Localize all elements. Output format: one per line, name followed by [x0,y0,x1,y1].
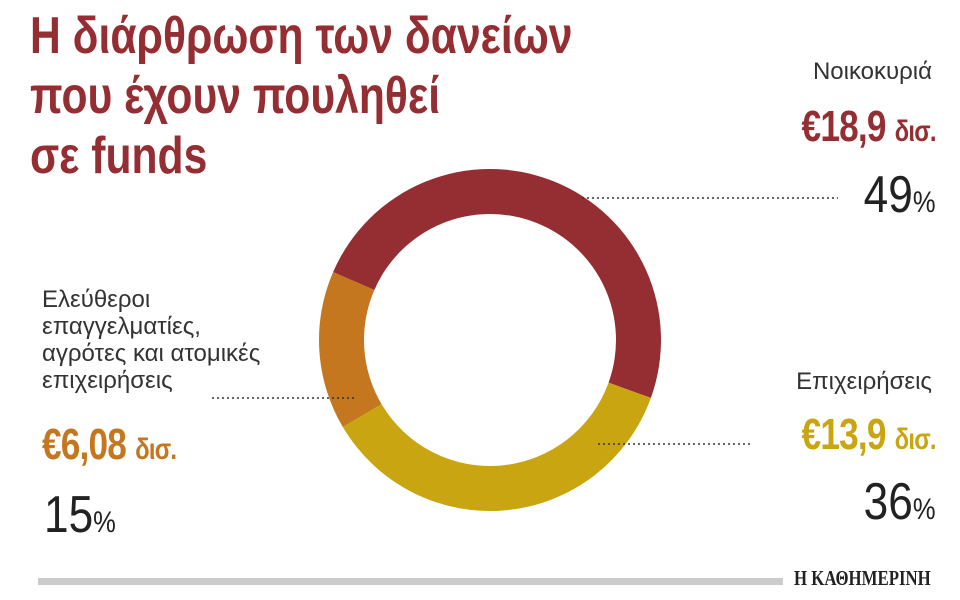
title-line: Η διάρθρωση των δανείων [30,7,573,65]
value-label-households: €18,9 δισ. [801,102,937,151]
percent-label-households: 49% [864,166,936,224]
value-label-freelancers: €6,08 δισ. [42,420,177,469]
label-line: επιχειρήσεις [42,367,173,394]
label-line: επαγγελματίες, [42,313,201,340]
label-line: αγρότες και ατομικές [42,340,261,367]
donut-slice-freelancers [319,272,382,428]
footer-divider [38,578,783,585]
label-line: Ελεύθεροι [42,286,151,313]
value-label-businesses: €13,9 δισ. [801,410,937,459]
donut-slice-businesses [342,382,651,511]
chart-title: Η διάρθρωση των δανείων που έχουν πουληθ… [30,6,572,186]
percent-label-freelancers: 15% [44,486,116,544]
slice-label-businesses: Επιχειρήσεις [796,368,932,395]
publisher-logo: Η ΚΑΘΗΜΕΡΙΝΗ [794,566,931,590]
donut-slice-households [333,168,662,398]
slice-label-freelancers: Ελεύθεροι επαγγελματίες, αγρότες και ατο… [42,286,260,394]
title-line: που έχουν πουληθεί [30,67,441,125]
percent-label-businesses: 36% [864,473,936,531]
slice-label-households: Νοικοκυριά [812,58,932,85]
title-line: σε funds [30,127,208,185]
